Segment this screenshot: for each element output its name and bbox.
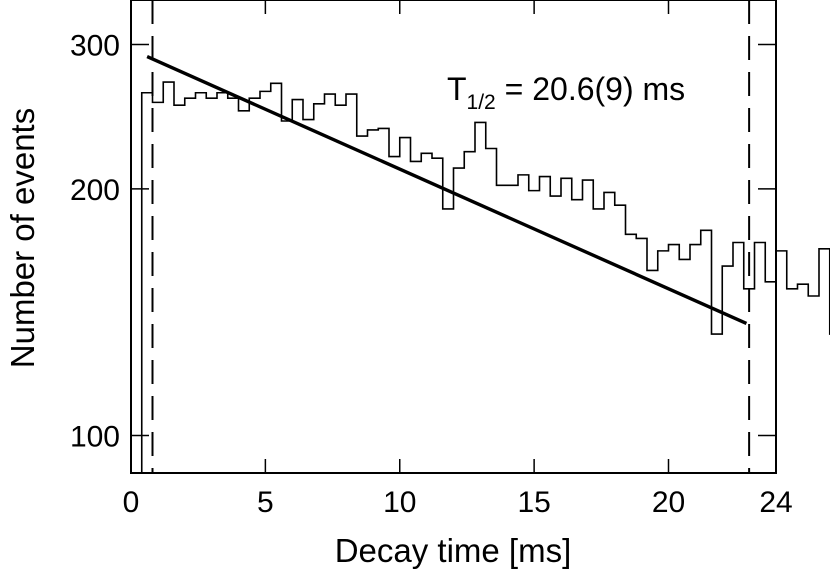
tick-marks [130,0,777,473]
x-tick-label: 24 [759,486,792,519]
histogram [140,81,830,473]
plot-frame [130,0,777,474]
x-tick-label: 20 [652,486,685,519]
y-tick-label: 300 [70,30,120,63]
x-tick-label: 5 [257,486,274,519]
y-axis-label: Number of events [4,108,41,368]
x-tick-label: 10 [383,486,416,519]
fit-label-subscript: 1/2 [467,91,496,114]
cut-lines [151,0,751,473]
fit [146,55,748,326]
y-tick-label: 200 [70,174,120,207]
x-tick-label: 15 [517,486,550,519]
fit-line [146,55,748,326]
y-tick-label: 100 [70,421,120,454]
histogram-steps [140,81,830,473]
fit-label-main: T [447,71,467,107]
x-tick-label: 0 [123,486,140,519]
fit-label: T1/2 = 20.6(9) ms [447,71,685,114]
fit-label-rest: = 20.6(9) ms [496,71,685,107]
x-axis-label: Decay time [ms] [335,532,572,569]
tick-labels: 0 5 10 15 20 24 100 200 300 [70,30,793,519]
